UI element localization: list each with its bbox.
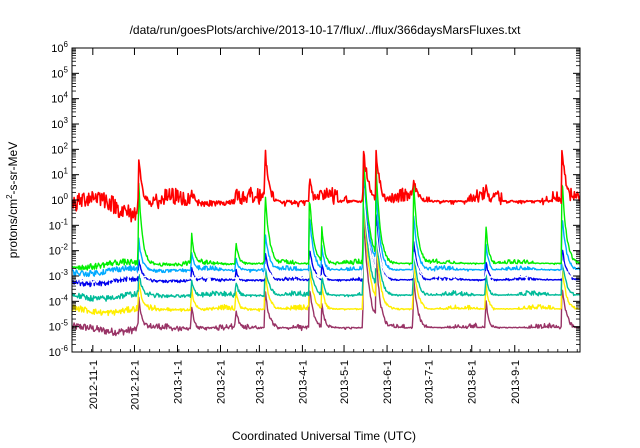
y-tick-label: 100 <box>51 192 68 207</box>
x-tick-label: 2013-8-1 <box>467 360 479 404</box>
x-tick-label: 2013-3-1 <box>254 360 266 404</box>
series-line-green <box>72 155 580 271</box>
series-line-white <box>72 187 580 284</box>
y-axis-label-part1: protons/cm <box>6 199 20 258</box>
series-line-teal <box>72 189 580 302</box>
x-tick-label: 2012-11-1 <box>88 360 100 409</box>
y-tick-label: 105 <box>51 65 68 80</box>
x-tick-label: 2013-1-1 <box>172 360 184 404</box>
series-layer <box>72 149 580 337</box>
series-line-purple <box>72 212 580 337</box>
y-tick-label: 104 <box>51 91 68 106</box>
chart-title: /data/run/goesPlots/archive/2013-10-17/f… <box>130 23 522 37</box>
y-tick-label: 10-5 <box>49 319 69 334</box>
series-line-yellow <box>72 194 580 317</box>
y-axis-label: protons/cm2-s-sr-MeV <box>5 142 20 258</box>
x-axis-label: Coordinated Universal Time (UTC) <box>232 429 416 443</box>
y-tick-label: 103 <box>51 116 68 131</box>
x-tick-label: 2013-9-1 <box>510 360 522 404</box>
y-axis-label-part2: -s-sr-MeV <box>6 142 20 195</box>
x-tick-label: 2013-4-1 <box>297 360 309 404</box>
axis-layer: 10-6 10-5 10-4 10-3 10-2 10-1 100 101 102 103 104 1… <box>49 40 580 410</box>
y-axis-label-exp: 2 <box>5 194 14 199</box>
series-line-cyan <box>72 163 580 278</box>
y-tick-label: 102 <box>51 141 68 156</box>
series-line-red <box>72 149 580 223</box>
x-tick-label: 2012-12-1 <box>129 360 141 410</box>
x-tick-label: 2013-5-1 <box>339 360 351 404</box>
y-tick-label: 10-1 <box>49 217 69 232</box>
x-tick-label: 2013-7-1 <box>424 360 436 404</box>
y-tick-label: 106 <box>51 40 68 55</box>
x-tick-label: 2013-2-1 <box>216 360 228 404</box>
y-tick-label: 10-2 <box>49 243 69 258</box>
y-tick-label: 10-6 <box>49 344 69 359</box>
y-tick-label: 101 <box>51 167 68 182</box>
x-tick-label: 2013-6-1 <box>382 360 394 404</box>
y-tick-label: 10-4 <box>49 293 69 308</box>
svg-text:protons/cm2-s-sr-MeV: protons/cm2-s-sr-MeV <box>5 142 20 258</box>
y-tick-label: 10-3 <box>49 268 69 283</box>
plot-frame <box>71 47 581 353</box>
